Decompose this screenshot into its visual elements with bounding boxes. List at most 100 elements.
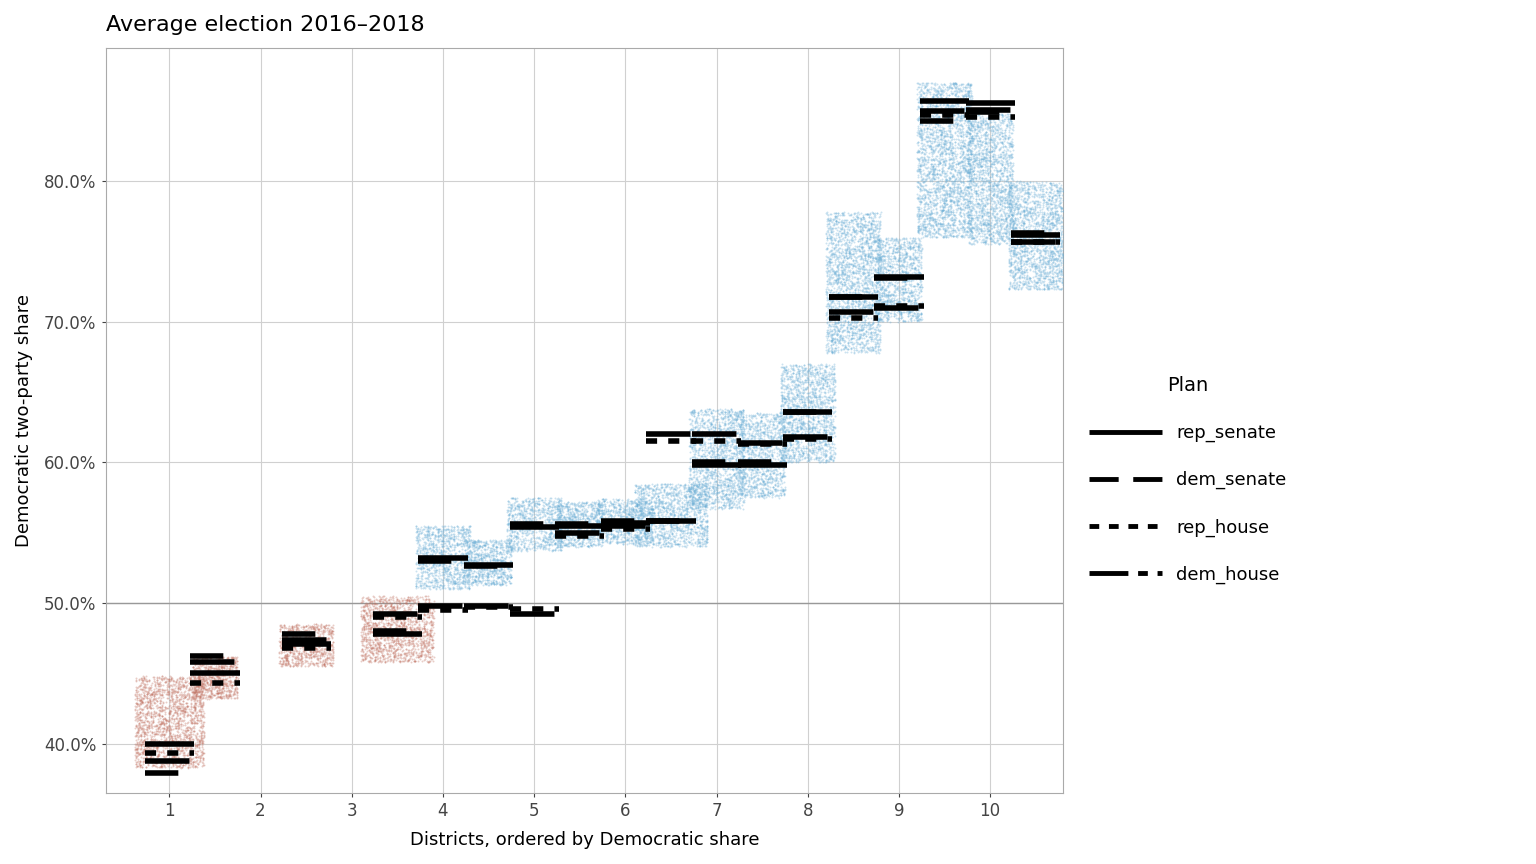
Point: [444, 519, 468, 533]
Point: [842, 265, 866, 279]
Point: [1044, 200, 1069, 213]
Point: [988, 147, 1012, 161]
Point: [1048, 252, 1072, 266]
Point: [854, 281, 879, 295]
Point: [872, 253, 897, 267]
Point: [980, 143, 1005, 157]
Point: [717, 422, 742, 435]
Point: [908, 206, 932, 220]
Point: [178, 734, 203, 747]
Point: [1049, 275, 1074, 289]
Point: [628, 513, 653, 527]
Point: [475, 569, 499, 582]
Point: [369, 613, 393, 627]
Point: [449, 581, 473, 595]
Point: [820, 399, 845, 413]
Point: [690, 429, 714, 442]
Point: [811, 442, 836, 456]
Point: [928, 120, 952, 134]
Point: [822, 319, 846, 333]
Point: [637, 534, 662, 548]
Point: [673, 480, 697, 494]
Point: [548, 537, 573, 551]
Point: [530, 518, 554, 531]
Point: [931, 200, 955, 213]
Point: [833, 264, 857, 277]
Point: [940, 100, 965, 114]
Point: [501, 491, 525, 505]
Point: [912, 125, 937, 139]
Point: [937, 98, 962, 112]
Point: [220, 681, 244, 695]
Point: [226, 685, 250, 699]
Point: [630, 478, 654, 492]
Point: [949, 113, 974, 127]
Point: [194, 652, 218, 666]
Point: [140, 759, 164, 773]
Point: [800, 391, 825, 404]
Point: [289, 658, 313, 672]
Point: [710, 451, 734, 465]
Point: [731, 470, 756, 484]
Point: [989, 157, 1014, 171]
Point: [958, 111, 983, 125]
Point: [917, 189, 942, 203]
Point: [452, 563, 476, 577]
Point: [272, 618, 296, 632]
Point: [410, 645, 435, 658]
Point: [770, 443, 794, 457]
Point: [189, 677, 214, 691]
Point: [680, 432, 705, 446]
Point: [628, 507, 653, 521]
Point: [699, 453, 723, 467]
Point: [739, 472, 763, 486]
Point: [857, 241, 882, 255]
Point: [817, 277, 842, 291]
Point: [184, 653, 209, 667]
Point: [883, 254, 908, 268]
Point: [424, 569, 449, 582]
Point: [141, 670, 166, 684]
Point: [899, 284, 923, 298]
Point: [694, 528, 719, 542]
Point: [915, 155, 940, 168]
Point: [923, 116, 948, 130]
Point: [373, 598, 398, 612]
Point: [785, 372, 809, 386]
Point: [619, 530, 644, 543]
Point: [694, 513, 719, 527]
Point: [803, 435, 828, 449]
Point: [1035, 211, 1060, 225]
Point: [674, 504, 699, 518]
Point: [793, 393, 817, 407]
Point: [745, 477, 770, 491]
Point: [846, 261, 871, 275]
Point: [920, 168, 945, 181]
Point: [478, 534, 502, 548]
Point: [940, 224, 965, 238]
Point: [518, 492, 542, 506]
Point: [1040, 270, 1064, 284]
Point: [608, 511, 633, 525]
Point: [957, 185, 982, 199]
Point: [852, 340, 877, 353]
Point: [590, 536, 614, 550]
Point: [760, 418, 785, 432]
Point: [785, 417, 809, 431]
Point: [674, 505, 699, 519]
Point: [601, 499, 625, 513]
Point: [624, 499, 648, 512]
Point: [891, 292, 915, 306]
Point: [665, 537, 690, 551]
Point: [547, 518, 571, 531]
Point: [630, 518, 654, 532]
Point: [883, 245, 908, 259]
Point: [998, 117, 1023, 130]
Point: [189, 672, 214, 686]
Point: [654, 480, 679, 494]
Point: [452, 577, 476, 591]
Point: [682, 494, 707, 508]
Point: [166, 685, 190, 699]
Point: [977, 227, 1001, 241]
Point: [836, 270, 860, 283]
